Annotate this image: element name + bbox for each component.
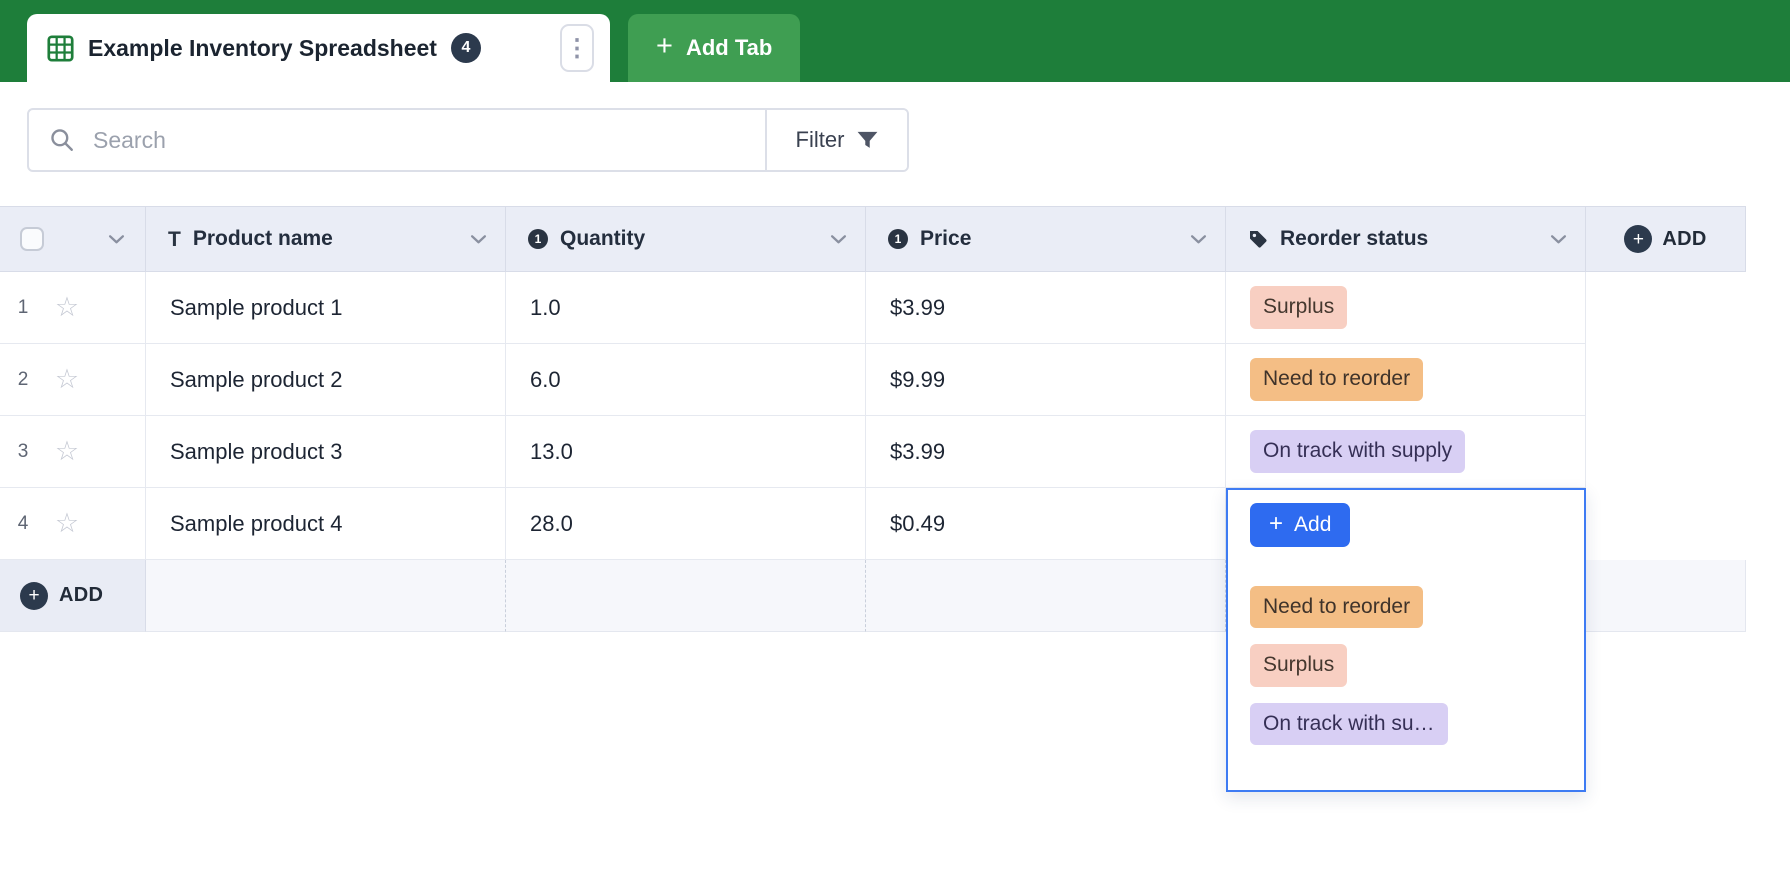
- spreadsheet-tab[interactable]: Example Inventory Spreadsheet 4 ⋮: [27, 14, 610, 82]
- spreadsheet-grid: T Product name 1 Quantity 1 Price: [0, 206, 1746, 632]
- cell-product-name[interactable]: Sample product 1: [146, 272, 506, 344]
- number-column-icon: 1: [888, 229, 908, 249]
- status-option[interactable]: On track with su…: [1250, 702, 1448, 745]
- cell-quantity[interactable]: 1.0: [506, 272, 866, 344]
- add-tab-button[interactable]: + Add Tab: [628, 14, 801, 82]
- cell-price[interactable]: $9.99: [866, 344, 1226, 416]
- status-option[interactable]: Need to reorder: [1250, 586, 1424, 629]
- table-row: 2 ☆ Sample product 2 6.0 $9.99 Need to r…: [0, 344, 1746, 416]
- star-icon[interactable]: ☆: [54, 508, 80, 538]
- table-row: 4 ☆ Sample product 4 28.0 $0.49: [0, 488, 1746, 560]
- column-header-product-name[interactable]: T Product name: [146, 206, 506, 272]
- plus-circle-icon: +: [20, 581, 48, 610]
- number-column-icon: 1: [528, 229, 548, 249]
- plus-circle-icon: +: [1624, 225, 1653, 253]
- app-header-bar: Example Inventory Spreadsheet 4 ⋮ + Add …: [0, 0, 1790, 82]
- cell-reorder-status[interactable]: On track with supply: [1226, 416, 1586, 488]
- kebab-menu-icon: ⋮: [565, 34, 589, 62]
- add-column-button[interactable]: + ADD: [1586, 206, 1746, 272]
- empty-cell[interactable]: [866, 560, 1226, 632]
- row-handle: 2 ☆: [0, 344, 146, 416]
- row-number[interactable]: 3: [17, 440, 29, 462]
- search-input[interactable]: [93, 126, 745, 154]
- chevron-down-icon[interactable]: [830, 234, 847, 245]
- table-header-row: T Product name 1 Quantity 1 Price: [0, 206, 1746, 272]
- row-handle: 1 ☆: [0, 272, 146, 344]
- status-badge[interactable]: Surplus: [1250, 286, 1348, 329]
- tag-column-icon: [1248, 229, 1268, 249]
- select-all-checkbox[interactable]: [20, 227, 44, 251]
- filter-funnel-icon: [857, 131, 878, 149]
- star-icon[interactable]: ☆: [54, 292, 80, 322]
- empty-cell[interactable]: [1586, 560, 1746, 632]
- cell-price[interactable]: $3.99: [866, 272, 1226, 344]
- column-header-quantity[interactable]: 1 Quantity: [506, 206, 866, 272]
- add-row-button[interactable]: + ADD: [0, 560, 146, 632]
- plus-icon: +: [656, 30, 673, 62]
- empty-cell[interactable]: [146, 560, 506, 632]
- tab-count-badge: 4: [450, 33, 481, 63]
- cell-product-name[interactable]: Sample product 2: [146, 344, 506, 416]
- status-options-list: Need to reorder Surplus On track with su…: [1228, 560, 1584, 745]
- cell-price[interactable]: $0.49: [866, 488, 1226, 560]
- cell-quantity[interactable]: 6.0: [506, 344, 866, 416]
- star-icon[interactable]: ☆: [54, 436, 80, 466]
- tab-menu-button[interactable]: ⋮: [560, 24, 594, 72]
- cell-product-name[interactable]: Sample product 3: [146, 416, 506, 488]
- cell-quantity[interactable]: 13.0: [506, 416, 866, 488]
- search-box[interactable]: [29, 110, 765, 170]
- chevron-down-icon[interactable]: [1550, 234, 1567, 245]
- column-header-price[interactable]: 1 Price: [866, 206, 1226, 272]
- plus-icon: +: [1269, 510, 1284, 537]
- chevron-down-icon[interactable]: [1190, 234, 1207, 245]
- chevron-down-icon[interactable]: [108, 234, 125, 245]
- cell-price[interactable]: $3.99: [866, 416, 1226, 488]
- filter-label: Filter: [795, 127, 845, 152]
- table-row: 1 ☆ Sample product 1 1.0 $3.99 Surplus: [0, 272, 1746, 344]
- status-badge[interactable]: Need to reorder: [1250, 358, 1424, 401]
- cell-reorder-status[interactable]: Surplus: [1226, 272, 1586, 344]
- search-icon: [49, 127, 75, 153]
- cell-quantity[interactable]: 28.0: [506, 488, 866, 560]
- status-option[interactable]: Surplus: [1250, 644, 1348, 687]
- selected-status-cell[interactable]: + Add: [1228, 490, 1584, 560]
- star-icon[interactable]: ☆: [54, 364, 80, 394]
- cell-product-name[interactable]: Sample product 4: [146, 488, 506, 560]
- row-handle: 3 ☆: [0, 416, 146, 488]
- table-row: 3 ☆ Sample product 3 13.0 $3.99 On track…: [0, 416, 1746, 488]
- text-column-icon: T: [168, 227, 181, 251]
- empty-cell[interactable]: [506, 560, 866, 632]
- spreadsheet-grid-icon: [47, 34, 74, 62]
- cell-reorder-status[interactable]: Need to reorder: [1226, 344, 1586, 416]
- row-number[interactable]: 4: [17, 512, 29, 534]
- status-dropdown-panel: + Add Need to reorder Surplus On track w…: [1226, 488, 1586, 792]
- add-status-value-button[interactable]: + Add: [1250, 503, 1351, 547]
- column-header-reorder-status[interactable]: Reorder status: [1226, 206, 1586, 272]
- add-tab-label: Add Tab: [685, 35, 773, 60]
- select-all-header-cell: [0, 206, 146, 272]
- row-number[interactable]: 1: [17, 296, 29, 318]
- row-handle: 4 ☆: [0, 488, 146, 560]
- status-badge[interactable]: On track with supply: [1250, 430, 1466, 473]
- chevron-down-icon[interactable]: [470, 234, 487, 245]
- search-filter-toolbar: Filter: [27, 108, 909, 172]
- row-number[interactable]: 2: [17, 368, 29, 390]
- filter-button[interactable]: Filter: [765, 110, 907, 170]
- tab-title: Example Inventory Spreadsheet: [88, 34, 437, 61]
